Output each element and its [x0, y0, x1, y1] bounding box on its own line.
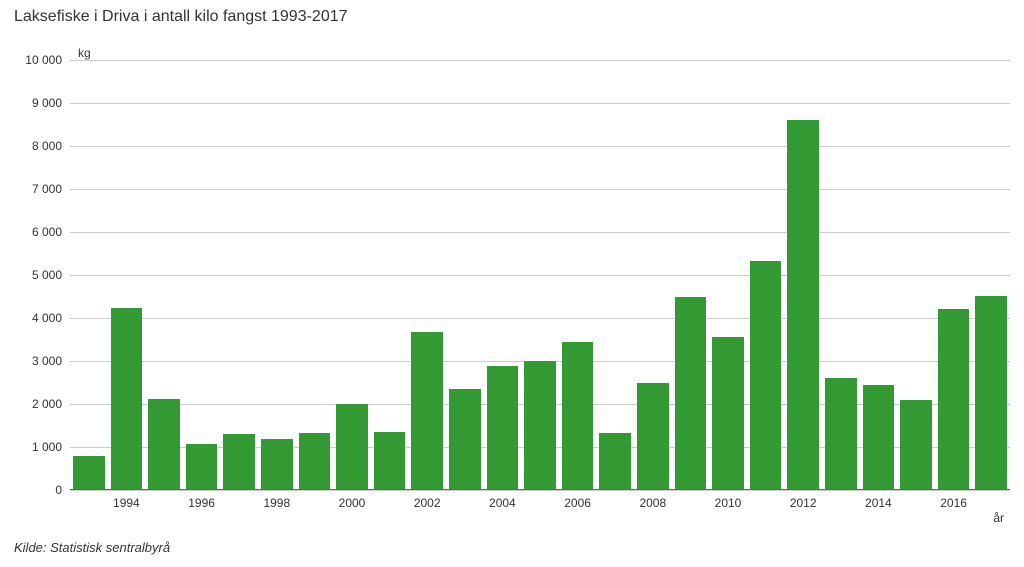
y-tick-label: 2 000	[32, 397, 62, 411]
x-tick-label: 1996	[188, 496, 215, 510]
y-tick-label: 6 000	[32, 225, 62, 239]
y-tick-label: 0	[55, 483, 62, 497]
y-tick-label: 3 000	[32, 354, 62, 368]
y-tick-label: 8 000	[32, 139, 62, 153]
x-tick-labels: 1994199619982000200220042006200820102012…	[70, 60, 1010, 490]
x-tick-label: 2000	[339, 496, 366, 510]
chart-title: Laksefiske i Driva i antall kilo fangst …	[14, 8, 348, 26]
y-tick-label: 10 000	[25, 53, 62, 67]
x-axis-label: år	[993, 511, 1004, 525]
x-tick-label: 2010	[715, 496, 742, 510]
x-tick-label: 2004	[489, 496, 516, 510]
y-tick-label: 5 000	[32, 268, 62, 282]
gridline	[70, 490, 1010, 491]
source-text: Kilde: Statistisk sentralbyrå	[14, 540, 170, 555]
x-tick-label: 1994	[113, 496, 140, 510]
y-tick-label: 1 000	[32, 440, 62, 454]
y-tick-label: 9 000	[32, 96, 62, 110]
x-tick-label: 1998	[263, 496, 290, 510]
x-tick-label: 2014	[865, 496, 892, 510]
y-axis-label: kg	[78, 46, 91, 60]
plot-area: 01 0002 0003 0004 0005 0006 0007 0008 00…	[70, 60, 1010, 490]
x-tick-label: 2016	[940, 496, 967, 510]
x-tick-label: 2008	[639, 496, 666, 510]
x-tick-label: 2002	[414, 496, 441, 510]
x-tick-label: 2012	[790, 496, 817, 510]
y-tick-label: 7 000	[32, 182, 62, 196]
y-tick-label: 4 000	[32, 311, 62, 325]
x-tick-label: 2006	[564, 496, 591, 510]
